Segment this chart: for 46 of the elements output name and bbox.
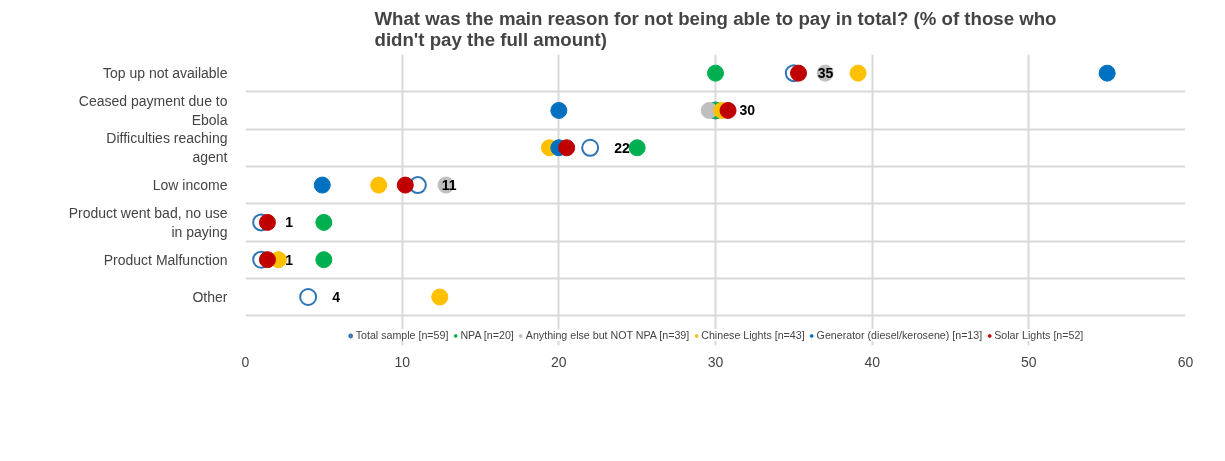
point: [315, 251, 333, 269]
point: [313, 176, 331, 194]
point: [431, 288, 449, 306]
x-tick-label: 0: [241, 353, 250, 370]
y-tick-label: Ceased payment due to Ebola: [78, 92, 228, 129]
y-tick-label: Difficulties reaching agent: [106, 130, 228, 166]
legend-label: Anything else but NOT NPA [n=39]: [525, 329, 690, 341]
x-tick-label: 50: [1021, 353, 1037, 370]
point: [396, 176, 414, 194]
x-tick-label: 60: [1177, 353, 1194, 370]
legend-label: Generator (diesel/kerosene) [n=13]: [816, 329, 983, 341]
data-label: 1: [285, 251, 294, 268]
point: [258, 251, 276, 269]
point: [315, 213, 333, 231]
chart-title: What was the main reason for not being able to pay in total? (% of those who didn't pay the full amount): [374, 7, 1057, 50]
x-tick-label: 30: [707, 353, 724, 370]
x-tick-label: 20: [551, 353, 567, 370]
y-tick-label: Top up not available: [102, 65, 228, 82]
point: [558, 139, 576, 157]
y-tick-label: Product went bad, no use in paying: [68, 204, 228, 240]
point: [550, 101, 568, 119]
data-label: 11: [441, 177, 457, 194]
point: [299, 288, 318, 306]
x-tick-label: 10: [394, 353, 411, 370]
x-tick-label: 40: [864, 353, 881, 370]
legend-label: Solar Lights [n=52]: [994, 329, 1084, 341]
legend-label: Chinese Lights [n=43]: [701, 329, 805, 341]
point: [719, 101, 737, 119]
y-tick-label: Product Malfunction: [103, 251, 228, 268]
y-tick-label: Low income: [152, 177, 228, 194]
point: [370, 176, 388, 194]
data-label: 30: [739, 102, 756, 119]
point: [258, 213, 276, 231]
point: [849, 64, 867, 82]
data-label: 22: [614, 139, 630, 156]
point: [581, 138, 600, 157]
data-label: 35: [817, 65, 834, 82]
point: [1098, 64, 1116, 82]
legend-label: NPA [n=20]: [460, 329, 514, 341]
y-tick-label: Other: [192, 289, 228, 305]
data-label: 1: [285, 214, 294, 231]
data-label: 4: [332, 289, 341, 305]
legend-label: Total sample [n=59]: [355, 329, 449, 341]
point: [790, 64, 808, 82]
point: [628, 139, 646, 157]
point: [707, 64, 724, 82]
